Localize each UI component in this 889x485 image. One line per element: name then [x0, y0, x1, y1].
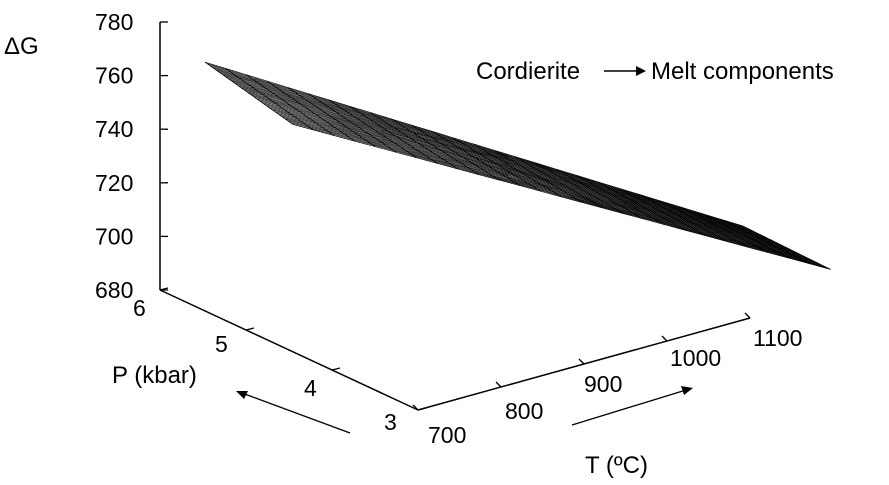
surface-t-line: [411, 124, 500, 181]
t-tick-label: 900: [584, 371, 622, 397]
surface-t-line: [266, 80, 355, 142]
surface-t-line: [639, 194, 728, 242]
reaction-arrowhead-icon: [636, 66, 646, 76]
surface-t-line: [453, 137, 542, 192]
surface-t-line: [659, 200, 748, 248]
surface-t-line: [701, 213, 790, 259]
surface-p-line: [292, 124, 831, 270]
surface-t-line: [742, 225, 831, 270]
p-tick-label: 5: [215, 331, 228, 357]
p-tick-label: 4: [304, 375, 317, 401]
surface-t-line: [556, 168, 645, 220]
surface-t-line: [328, 99, 417, 159]
reaction-annotation: Cordierite Melt components: [476, 58, 834, 85]
t-tick-label: 1000: [670, 345, 721, 371]
surface-t-line: [246, 74, 335, 136]
z-tick-label: 740: [95, 116, 133, 142]
t-axis-title: T (ºC): [585, 452, 648, 479]
z-ticks: 780 760 740 720 700 680: [95, 9, 168, 303]
p-tick-mark: [331, 367, 341, 371]
surface-mesh: [204, 61, 831, 270]
surface-t-line: [225, 68, 314, 131]
surface-t-line: [680, 206, 769, 254]
t-tick-mark: [578, 358, 585, 365]
z-tick-label: 780: [95, 9, 133, 35]
t-tick-label: 800: [505, 398, 543, 424]
surface-t-line: [370, 112, 459, 170]
t-tick-mark: [412, 404, 419, 411]
p-axis-line: [159, 289, 419, 411]
p-ticks: 3 4 5 6: [133, 287, 427, 435]
z-tick-label: 680: [95, 277, 133, 303]
surface-t-line: [722, 219, 811, 265]
surface-t-line: [473, 143, 562, 198]
surface-t-line: [349, 106, 438, 164]
p-tick-mark: [159, 287, 169, 291]
surface-t-line: [577, 175, 666, 226]
p-axis-title: P (kbar): [112, 362, 197, 389]
surface-t-line: [204, 61, 293, 125]
surface-t-line: [308, 93, 397, 153]
t-tick-mark: [661, 335, 668, 342]
annotation-product: Melt components: [651, 58, 834, 85]
surface-t-line: [535, 162, 624, 214]
surface-t-line: [432, 131, 521, 186]
p-tick-label: 6: [133, 295, 146, 321]
t-tick-mark: [744, 312, 751, 319]
t-direction-arrow: [571, 386, 693, 426]
surface-t-line: [494, 150, 583, 203]
p-tick-label: 3: [384, 409, 397, 435]
surface-t-line: [618, 187, 707, 237]
t-tick-label: 700: [428, 422, 466, 448]
z-tick-label: 700: [95, 223, 133, 249]
p-direction-arrow: [236, 391, 351, 434]
z-tick-label: 760: [95, 63, 133, 89]
surface-t-line: [287, 87, 376, 147]
t-ticks: 700 800 900 1000 1100: [412, 312, 802, 448]
surface-t-line: [391, 118, 480, 175]
surface-t-line: [597, 181, 686, 231]
z-tick-label: 720: [95, 170, 133, 196]
p-tick-mark: [245, 327, 255, 331]
annotation-reactant: Cordierite: [476, 58, 580, 85]
t-tick-label: 1100: [753, 325, 802, 351]
z-axis-title: ΔG: [4, 33, 39, 60]
surface-t-line: [515, 156, 604, 209]
t-tick-mark: [495, 381, 502, 388]
